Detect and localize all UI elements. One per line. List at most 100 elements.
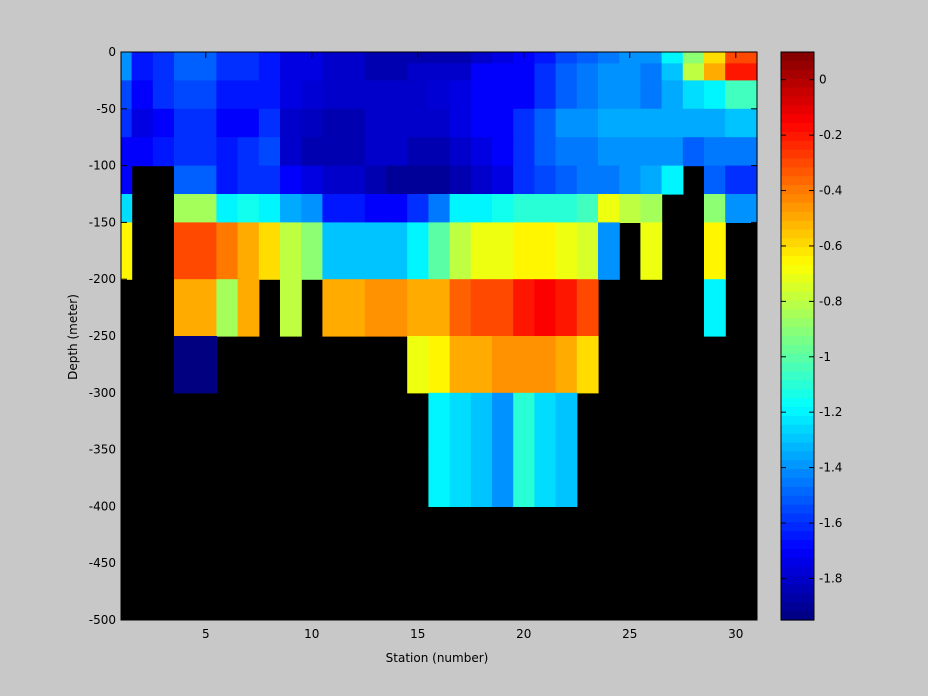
colorbar-segment bbox=[781, 96, 814, 106]
colorbar-segment bbox=[781, 593, 814, 603]
heatmap-cell bbox=[343, 194, 366, 223]
heatmap-cell bbox=[386, 108, 408, 138]
heatmap-cell bbox=[640, 108, 663, 138]
heatmap-cell bbox=[322, 137, 345, 167]
heatmap-cell bbox=[513, 336, 535, 394]
y-tick-label: -400 bbox=[89, 499, 116, 513]
heatmap-cell bbox=[725, 194, 758, 223]
heatmap-cell bbox=[725, 80, 758, 110]
heatmap-cell bbox=[322, 52, 345, 64]
heatmap-cell bbox=[407, 336, 429, 394]
heatmap-cell bbox=[301, 80, 323, 110]
colorbar-segment bbox=[781, 273, 814, 284]
heatmap-cell bbox=[322, 279, 345, 337]
heatmap-cell bbox=[492, 279, 514, 337]
heatmap-cells bbox=[121, 52, 758, 620]
heatmap-cell bbox=[428, 336, 451, 394]
colorbar bbox=[780, 51, 815, 621]
colorbar-tick-label: -1.6 bbox=[819, 516, 842, 530]
colorbar-segment bbox=[781, 362, 814, 373]
colorbar-segment bbox=[781, 78, 814, 89]
heatmap-cell bbox=[704, 108, 726, 138]
colorbar-ticks: 0 -0.2 -0.4 -0.6 -0.8 -1 -1.2 -1.4 -1.6 -1.8 bbox=[781, 73, 842, 585]
heatmap-cell bbox=[555, 80, 578, 110]
heatmap-cell bbox=[682, 137, 705, 167]
heatmap-cell bbox=[470, 194, 493, 223]
heatmap-cell bbox=[449, 279, 472, 337]
heatmap-cell bbox=[576, 222, 599, 280]
colorbar-segment bbox=[781, 265, 814, 275]
x-tick-label: 20 bbox=[516, 627, 531, 641]
heatmap-cell bbox=[216, 279, 239, 337]
heatmap-cell bbox=[216, 80, 239, 110]
heatmap-cell bbox=[492, 336, 514, 394]
heatmap-cell bbox=[534, 449, 557, 507]
heatmap-cell bbox=[407, 194, 429, 223]
heatmap-cell bbox=[704, 137, 726, 167]
heatmap-cell bbox=[640, 137, 663, 167]
colorbar-segment bbox=[781, 415, 814, 426]
heatmap-cell bbox=[513, 63, 535, 81]
heatmap-cell bbox=[343, 80, 366, 110]
heatmap-cell bbox=[407, 279, 429, 337]
colorbar-segment bbox=[781, 105, 814, 115]
heatmap-cell bbox=[121, 137, 133, 167]
heatmap-cell bbox=[640, 194, 663, 223]
heatmap-cell bbox=[598, 52, 620, 64]
colorbar-tick-label: -1.8 bbox=[819, 571, 842, 585]
heatmap-cell bbox=[576, 80, 599, 110]
colorbar-segment bbox=[781, 140, 814, 151]
x-tick-label: 30 bbox=[728, 627, 743, 641]
colorbar-segment bbox=[781, 176, 814, 186]
heatmap-cell bbox=[492, 80, 514, 110]
heatmap-cell bbox=[661, 63, 684, 81]
heatmap-cell bbox=[322, 194, 345, 223]
heatmap-cell bbox=[513, 449, 535, 507]
heatmap-cell bbox=[216, 63, 239, 81]
heatmap-cell bbox=[237, 52, 260, 64]
colorbar-segment bbox=[781, 52, 814, 62]
colorbar-segment bbox=[781, 380, 814, 390]
heatmap-cell bbox=[343, 137, 366, 167]
heatmap-cell bbox=[640, 52, 663, 64]
heatmap-cell bbox=[470, 63, 493, 81]
heatmap-cell bbox=[598, 137, 620, 167]
heatmap-cell bbox=[121, 108, 133, 138]
heatmap-cell bbox=[280, 222, 302, 280]
heatmap-cell bbox=[131, 52, 154, 64]
heatmap-cell bbox=[534, 194, 557, 223]
heatmap-cell bbox=[364, 80, 387, 110]
x-tick-label: 25 bbox=[622, 627, 637, 641]
heatmap-cell bbox=[449, 336, 472, 394]
heatmap-cell bbox=[364, 63, 387, 81]
heatmap-cell bbox=[513, 165, 535, 195]
heatmap-cell bbox=[598, 194, 620, 223]
heatmap-cell bbox=[386, 63, 408, 81]
heatmap-cell bbox=[704, 52, 726, 64]
heatmap-cell bbox=[534, 80, 557, 110]
heatmap-cell bbox=[407, 80, 429, 110]
heatmap-cell bbox=[280, 137, 302, 167]
heatmap-cell bbox=[555, 194, 578, 223]
heatmap-cell bbox=[428, 52, 451, 64]
heatmap-cell bbox=[258, 222, 281, 280]
heatmap-cell bbox=[301, 108, 323, 138]
heatmap-cell bbox=[449, 52, 472, 64]
colorbar-segment bbox=[781, 442, 814, 452]
colorbar-segment bbox=[781, 327, 814, 337]
heatmap-cell bbox=[598, 108, 620, 138]
heatmap-cell bbox=[555, 222, 578, 280]
heatmap-cell bbox=[534, 336, 557, 394]
heatmap-cell bbox=[534, 63, 557, 81]
heatmap-cell bbox=[280, 194, 302, 223]
colorbar-segment bbox=[781, 291, 814, 302]
heatmap-cell bbox=[640, 165, 663, 195]
heatmap-cell bbox=[449, 108, 472, 138]
heatmap-cell bbox=[534, 279, 557, 337]
heatmap-cell bbox=[280, 80, 302, 110]
colorbar-segment bbox=[781, 211, 814, 222]
heatmap-cell bbox=[364, 222, 387, 280]
heatmap-cell bbox=[470, 392, 493, 451]
heatmap-cell bbox=[555, 449, 578, 507]
colorbar-segment bbox=[781, 460, 814, 470]
